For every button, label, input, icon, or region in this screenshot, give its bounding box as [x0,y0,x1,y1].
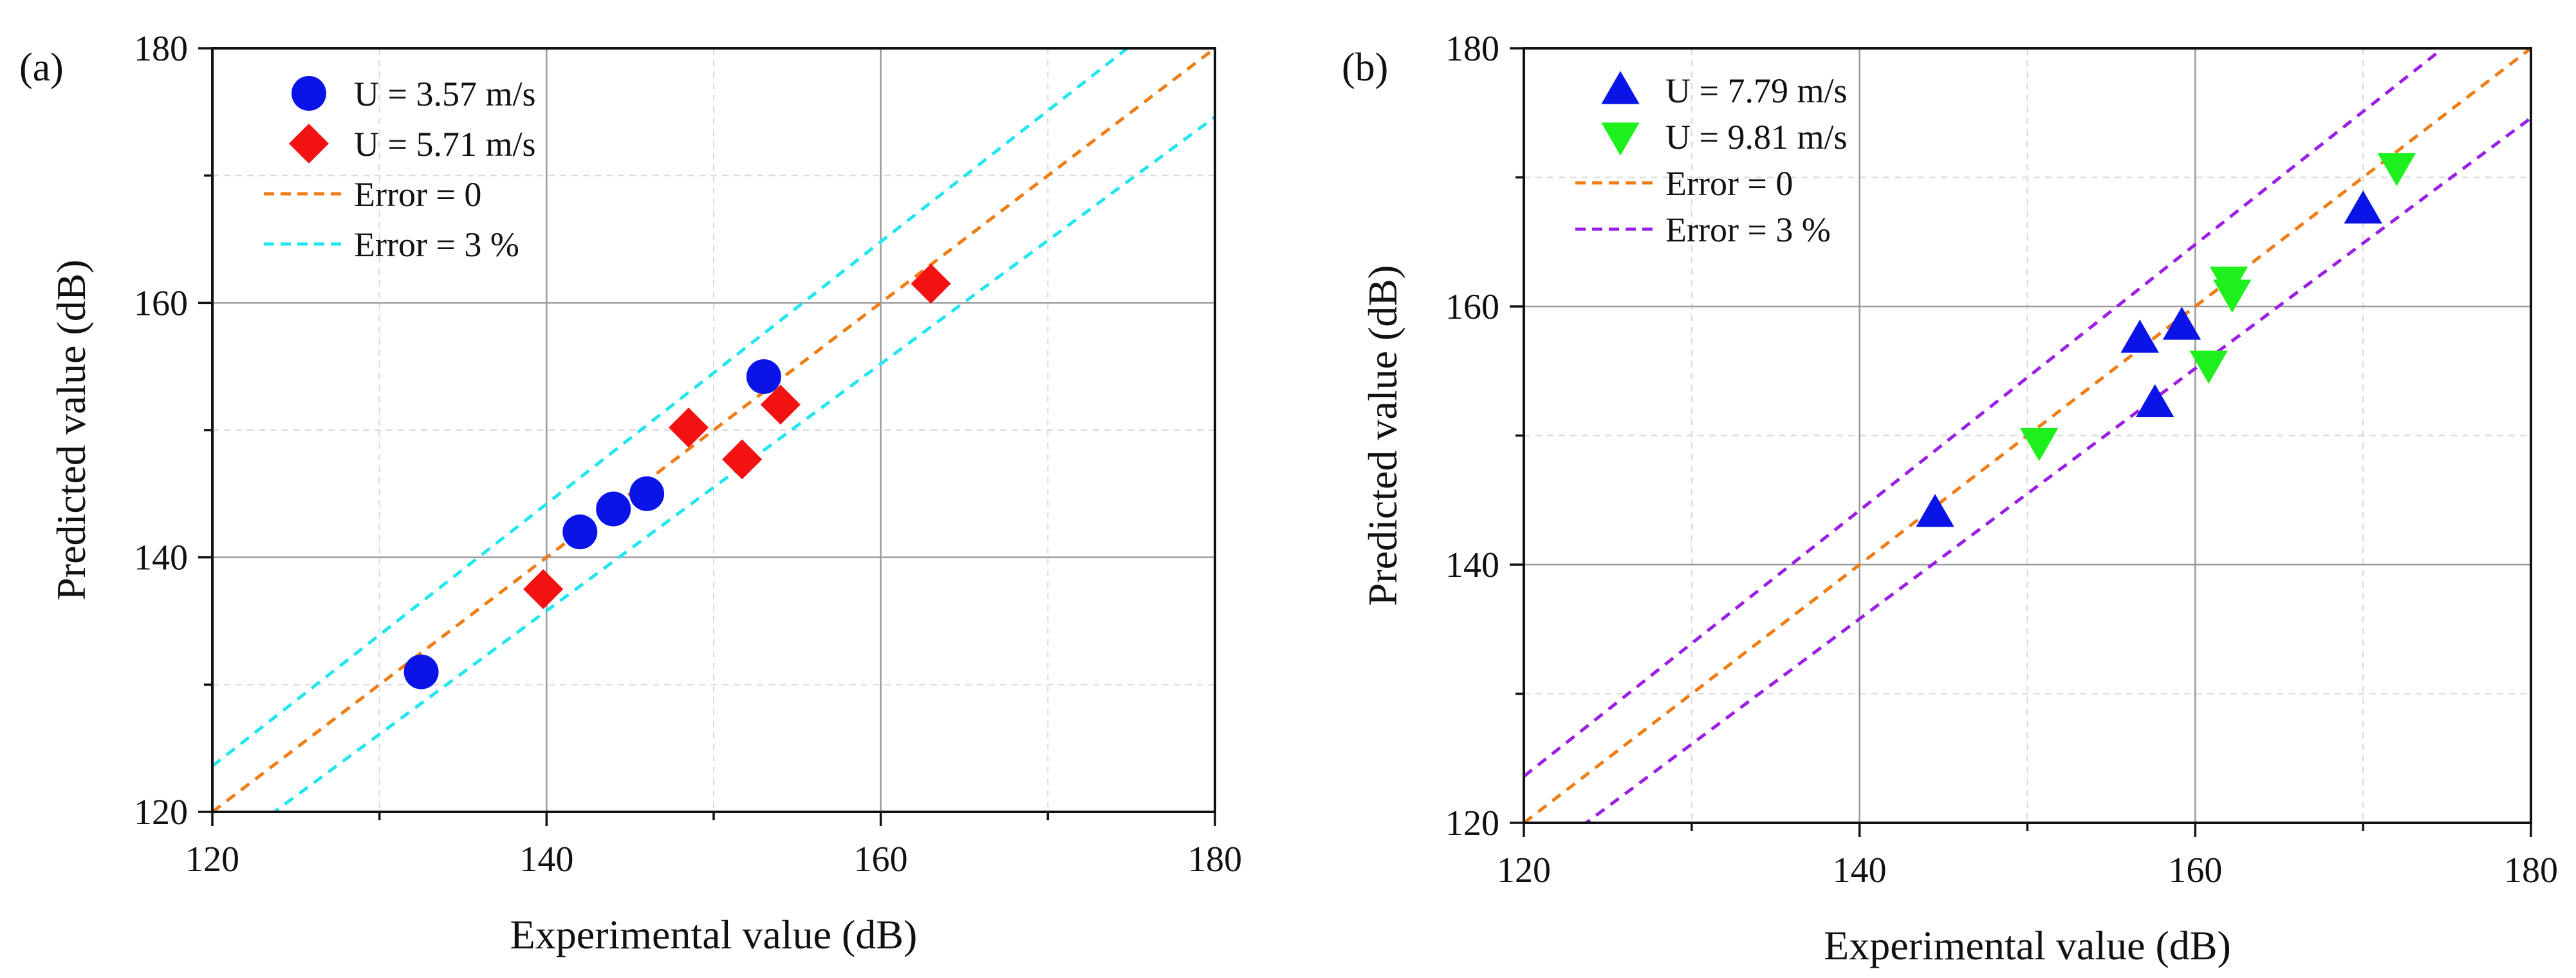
panel-label: (b) [1342,46,1388,89]
ticks: 120 140 160 180 120 140 160 180 [1445,29,2558,890]
legend-label: U = 5.71 m/s [354,125,535,164]
x-tick-label: 140 [519,840,573,879]
legend: U = 7.79 m/s U = 9.81 m/s Error = 0 Error =… [1575,71,1847,249]
error-band-lower-line [1583,116,2531,823]
data-point [1916,494,1954,527]
x-tick-label: 180 [1188,840,1242,879]
x-tick-label: 140 [1833,851,1887,890]
x-tick-label: 160 [854,840,908,879]
legend-item: Error = 0 [1575,164,1793,203]
legend: U = 3.57 m/s U = 5.71 m/s Error = 0 Error =… [264,75,535,264]
x-axis-label: Experimental value (dB) [510,912,918,957]
error-band-lower-line [272,115,1215,812]
series-1 [403,359,781,690]
x-axis-label: Experimental value (dB) [1824,923,2231,968]
data-point [2120,319,2159,353]
legend-item: Error = 3 % [1575,211,1831,249]
y-axis-label: Predicted value (dB) [1360,265,1405,607]
data-point [2136,384,2174,417]
y-tick-label: 160 [134,283,188,323]
legend-item: Error = 0 [264,175,481,214]
y-tick-label: 180 [134,29,188,69]
legend-item: U = 9.81 m/s [1601,118,1847,156]
legend-label: U = 7.79 m/s [1665,71,1847,110]
legend-label: Error = 0 [354,175,481,214]
data-point [760,384,801,425]
data-point [562,514,598,550]
legend-marker [1601,71,1640,104]
legend-item: Error = 3 % [264,225,519,264]
error-band-upper-line [212,48,1130,767]
legend-marker [1601,122,1640,156]
chart-panel-b: 120 140 160 180 120 140 160 180 Experimental val… [1342,29,2558,968]
data-point [722,439,763,480]
panel-label: (a) [19,46,64,89]
data-point [629,476,665,511]
data-point [2020,428,2059,462]
grid [212,48,1215,812]
legend-marker [292,76,326,111]
x-tick-label: 180 [2504,851,2558,890]
data-point [2189,350,2228,384]
y-axis-label: Predicted value (dB) [48,259,94,601]
data-point [596,491,631,527]
y-tick-label: 180 [1445,29,1499,69]
data-point [746,359,781,394]
x-tick-label: 160 [2168,851,2222,890]
series-2 [2020,153,2416,462]
legend-label: U = 9.81 m/s [1665,118,1847,156]
data-point [2162,306,2201,340]
legend-label: Error = 3 % [354,225,519,264]
data-point [2377,153,2416,187]
data-point [669,407,709,448]
legend-label: Error = 0 [1665,164,1793,203]
y-tick-label: 140 [134,538,188,578]
data-point [523,569,564,610]
y-tick-label: 120 [1445,804,1499,843]
x-tick-label: 120 [1497,851,1551,890]
legend-label: U = 3.57 m/s [354,75,535,113]
series-2 [523,263,951,610]
series-1 [1916,190,2382,527]
legend-item: U = 5.71 m/s [288,123,535,164]
legend-label: Error = 3 % [1665,211,1831,249]
legend-marker [288,123,329,164]
grid [1524,48,2531,823]
data-point [403,654,439,690]
x-tick-label: 120 [185,840,239,879]
data-point [2344,190,2382,224]
y-tick-label: 160 [1445,287,1499,327]
y-tick-label: 140 [1445,545,1499,585]
error-band-upper-line [1524,48,2446,778]
y-tick-label: 120 [134,793,188,832]
error-zero-line [212,48,1215,812]
chart-panel-a: 120 140 160 180 120 140 160 180 Experimental val… [19,29,1242,957]
ticks: 120 140 160 180 120 140 160 180 [134,29,1242,879]
legend-item: U = 7.79 m/s [1601,71,1847,110]
data-point [911,263,951,304]
legend-item: U = 3.57 m/s [292,75,535,113]
reference-lines [212,48,1215,812]
data-point [2213,279,2252,313]
